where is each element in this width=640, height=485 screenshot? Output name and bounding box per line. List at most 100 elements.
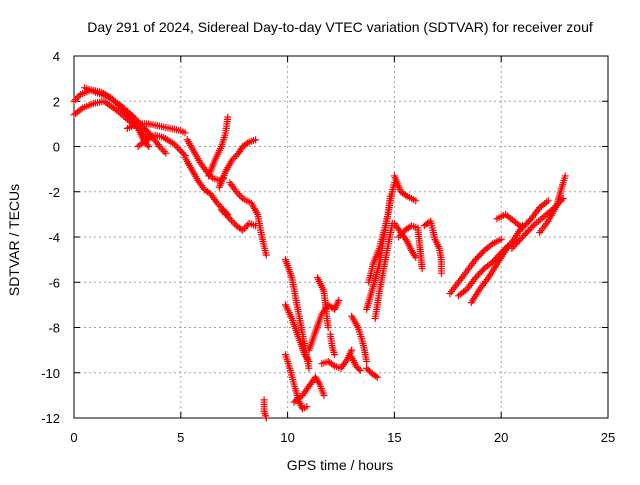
x-tick-label: 10 — [280, 430, 294, 445]
data-point — [130, 113, 138, 121]
data-point — [77, 105, 85, 113]
data-point — [262, 251, 270, 259]
y-axis-label: SDTVAR / TECUs — [6, 184, 22, 296]
series-track-25 — [363, 192, 394, 313]
x-tick-label: 25 — [601, 430, 615, 445]
data-point — [520, 231, 528, 239]
data-point — [386, 192, 394, 200]
data-point — [508, 244, 516, 252]
chart-title: Day 291 of 2024, Sidereal Day-to-day VTE… — [87, 19, 593, 35]
data-point — [320, 391, 328, 399]
data-point — [395, 233, 403, 241]
data-point — [145, 143, 153, 150]
x-tick-label: 0 — [70, 430, 77, 445]
data-point — [244, 221, 252, 229]
series-track-9 — [215, 136, 260, 191]
data-point — [523, 228, 531, 236]
data-point — [72, 96, 80, 104]
data-point — [511, 241, 519, 249]
series-track-14 — [281, 301, 313, 365]
data-point — [544, 197, 552, 205]
data-point — [487, 241, 495, 249]
data-point — [239, 226, 247, 234]
data-point — [522, 230, 530, 238]
y-tick-label: 0 — [53, 140, 60, 155]
data-point — [509, 243, 517, 251]
x-axis-label: GPS time / hours — [287, 457, 394, 473]
series-track-16 — [290, 373, 328, 406]
data-point — [213, 199, 221, 207]
series-track-8 — [205, 113, 232, 180]
series-track-6 — [181, 154, 232, 218]
data-point — [231, 153, 239, 161]
series-track-18 — [318, 346, 356, 372]
x-tick-label: 20 — [494, 430, 508, 445]
data-point — [519, 233, 527, 241]
series-track-21 — [348, 312, 371, 365]
data-point — [174, 144, 182, 152]
data-point — [526, 225, 534, 233]
data-point — [131, 115, 139, 123]
series-track-26 — [371, 219, 396, 322]
data-point — [180, 150, 188, 158]
data-point — [412, 197, 420, 205]
data-point — [525, 227, 533, 235]
data-point — [262, 414, 270, 422]
data-point — [159, 146, 167, 154]
data-point — [305, 357, 313, 365]
data-point — [240, 225, 248, 233]
data-point — [224, 113, 232, 121]
y-tick-label: -10 — [41, 366, 60, 381]
data-point — [230, 154, 238, 162]
data-point — [497, 235, 505, 243]
data-point — [234, 189, 242, 197]
series-track-4 — [123, 120, 189, 137]
data-point — [170, 140, 178, 148]
data-point — [143, 141, 151, 149]
data-point — [140, 131, 148, 139]
data-point — [514, 238, 522, 246]
data-point — [133, 116, 141, 124]
series-track-31 — [446, 235, 505, 298]
data-point — [128, 112, 136, 120]
series-track-10 — [226, 179, 270, 259]
data-point — [461, 286, 469, 294]
data-point — [516, 236, 524, 244]
x-tick-label: 15 — [387, 430, 401, 445]
y-tick-label: -2 — [48, 185, 60, 200]
x-tick-label: 5 — [177, 430, 184, 445]
data-point — [232, 188, 240, 196]
data-point — [517, 235, 525, 243]
data-point — [252, 222, 260, 230]
data-point — [226, 215, 234, 223]
data-point — [242, 223, 250, 231]
data-point — [512, 239, 520, 247]
series-track-20 — [326, 330, 339, 359]
data-point — [162, 149, 170, 157]
y-tick-label: -12 — [41, 411, 60, 426]
data-point — [172, 142, 180, 150]
data-point — [160, 148, 168, 156]
data-point — [348, 346, 356, 354]
data-point — [297, 393, 305, 401]
series-track-23 — [363, 364, 381, 381]
series-track-33 — [467, 222, 527, 307]
data-point — [252, 136, 260, 144]
series-track-28 — [390, 172, 420, 205]
data-point — [175, 145, 183, 153]
data-point — [70, 97, 78, 105]
series-track-11 — [217, 206, 260, 234]
data-point — [215, 201, 223, 209]
data-point — [236, 191, 244, 199]
data-point — [363, 357, 371, 365]
y-tick-label: -6 — [48, 275, 60, 290]
series-track-36 — [536, 172, 569, 236]
data-point — [324, 324, 332, 331]
data-point — [561, 172, 569, 180]
data-point — [237, 193, 245, 201]
data-point — [305, 364, 313, 372]
data-point — [372, 372, 380, 380]
data-point — [228, 217, 236, 225]
